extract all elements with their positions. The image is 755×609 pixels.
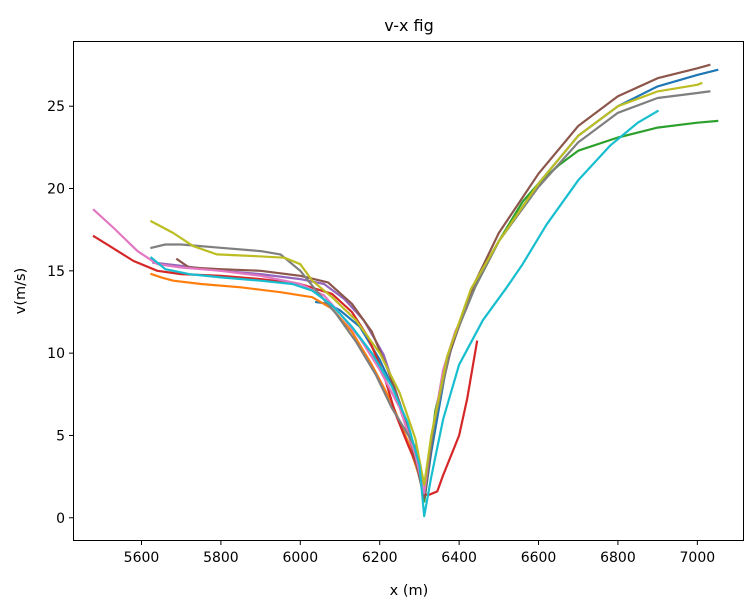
x-tick-label-8: 7000 (680, 550, 716, 566)
y-tick-label-1: 0 (56, 511, 65, 527)
y-tick-label-4: 15 (47, 264, 65, 280)
y-tick-label-5: 20 (47, 182, 65, 198)
axes-layer: 5600 5800 6000 6200 6400 6600 6800 7000 0 5 10 15 20… (47, 99, 715, 566)
x-axis-label: x (m) (390, 583, 429, 599)
y-axis-label: v(m/s) (13, 268, 29, 314)
chart-title: v-x fig (384, 16, 434, 35)
series-line-2 (150, 272, 426, 500)
series-layer (92, 63, 719, 518)
series-line-9 (149, 81, 703, 486)
series-line-8 (150, 90, 711, 486)
y-tick-label-3: 10 (47, 346, 65, 362)
x-tick-label-4: 6200 (362, 550, 398, 566)
x-tick-label-1: 5600 (124, 550, 160, 566)
x-tick-label-6: 6600 (521, 550, 557, 566)
series-line-10 (149, 109, 660, 518)
y-tick-label-6: 25 (47, 99, 65, 115)
x-tick-label-7: 6800 (600, 550, 636, 566)
x-tick-label-2: 5800 (203, 550, 239, 566)
series-line-1 (314, 68, 719, 503)
plot-frame (73, 41, 744, 541)
series-line-3 (422, 119, 719, 503)
x-tick-label-5: 6400 (441, 550, 477, 566)
x-tick-label-3: 6000 (282, 550, 318, 566)
y-tick-label-2: 5 (56, 428, 65, 444)
